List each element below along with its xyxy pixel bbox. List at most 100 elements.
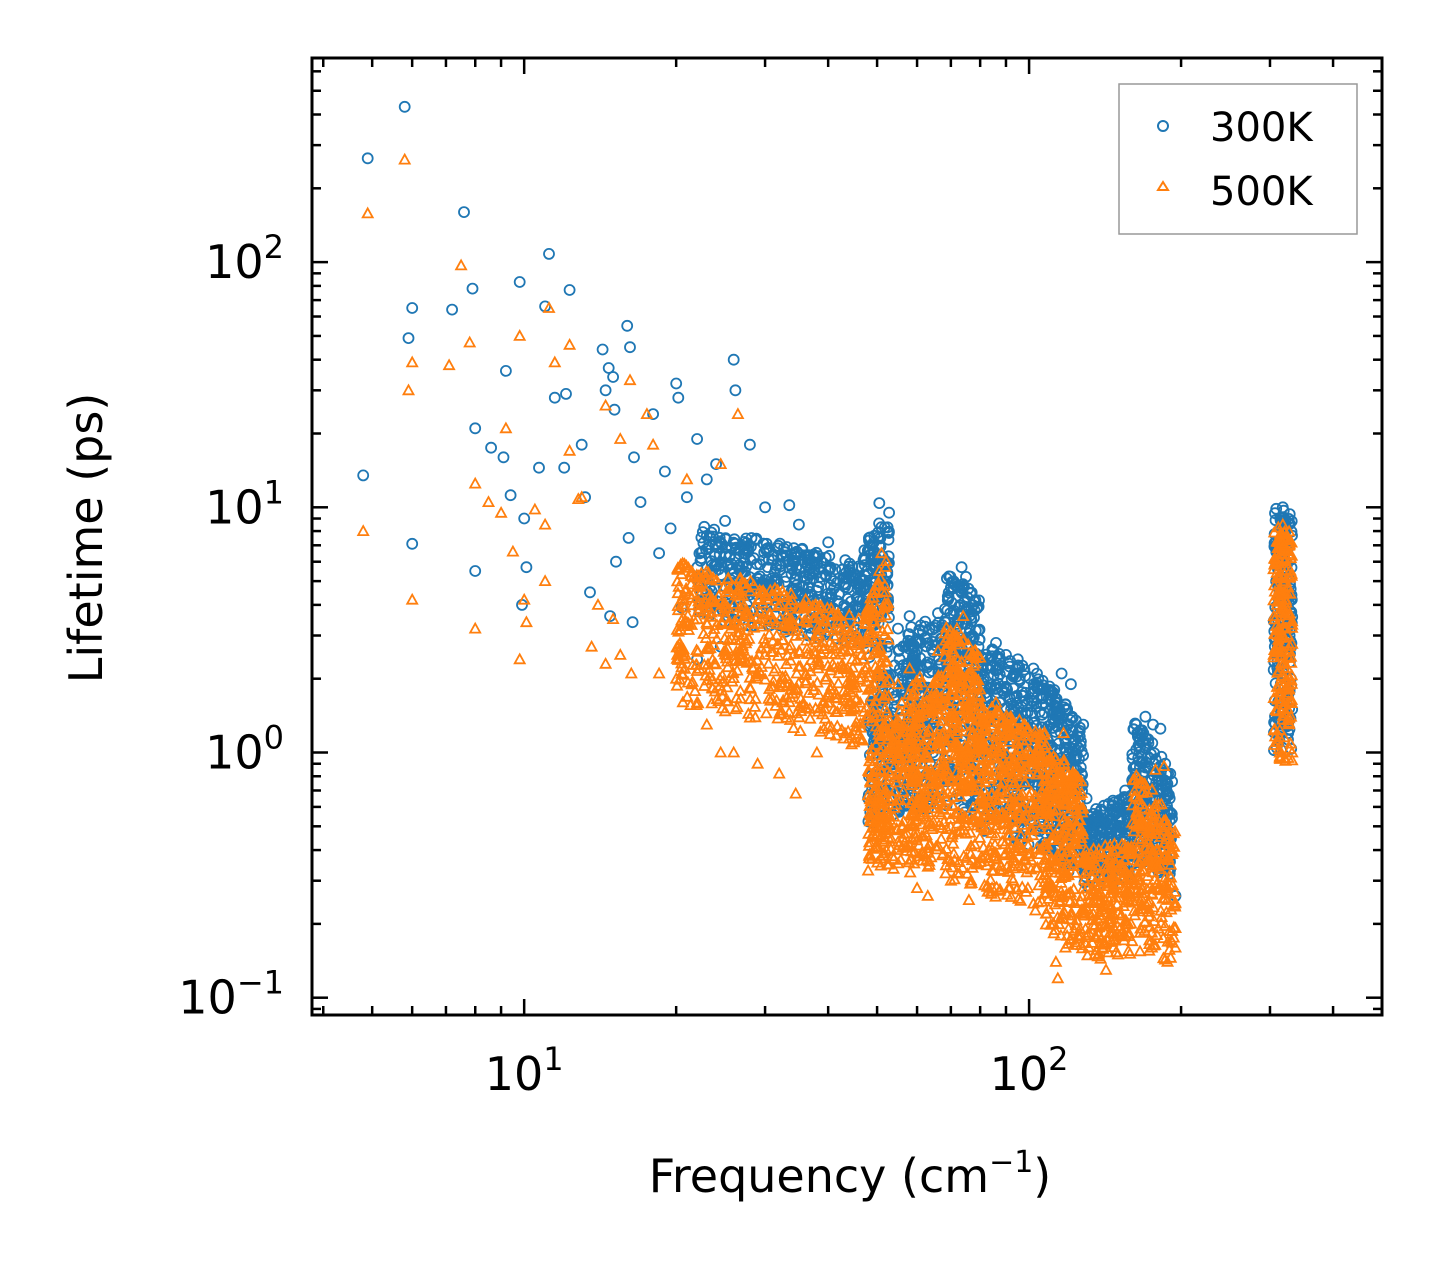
point-500k [874, 675, 888, 688]
point-500k [804, 653, 818, 665]
point-500k [882, 689, 896, 701]
point-500k [725, 674, 739, 687]
point-500k [814, 599, 828, 611]
point-300k [903, 610, 916, 622]
point-500k [880, 622, 895, 635]
point-300k [361, 152, 374, 165]
point-300k [1164, 807, 1177, 819]
point-300k [861, 544, 874, 557]
point-500k [878, 596, 892, 609]
point-300k [1045, 718, 1057, 731]
point-500k [781, 599, 795, 612]
point-300k [737, 540, 749, 552]
point-500k [866, 608, 880, 620]
point-500k [705, 696, 719, 709]
point-300k [1011, 653, 1024, 666]
point-500k [869, 586, 883, 598]
point-500k [787, 647, 801, 659]
point-300k [813, 576, 826, 589]
point-500k [804, 647, 818, 659]
point-300k [1077, 718, 1090, 731]
point-500k [771, 648, 785, 661]
point-300k [993, 648, 1006, 660]
point-300k [628, 451, 640, 464]
point-500k [750, 653, 764, 666]
point-500k [755, 619, 769, 632]
point-500k [760, 592, 774, 604]
point-300k [762, 553, 775, 566]
point-500k [842, 643, 856, 656]
point-500k [703, 641, 717, 654]
point-500k [878, 701, 892, 714]
point-500k [779, 657, 793, 669]
point-500k [697, 604, 711, 616]
point-500k [802, 686, 816, 698]
point-500k [781, 648, 795, 661]
point-300k [993, 651, 1006, 664]
point-300k [653, 547, 665, 560]
point-500k [726, 665, 740, 678]
point-500k [830, 719, 844, 732]
point-300k [986, 650, 999, 663]
point-500k [718, 596, 732, 609]
point-300k [959, 617, 972, 630]
point-300k [766, 553, 778, 566]
point-300k [914, 619, 927, 632]
point-500k [717, 644, 731, 657]
point-500k [740, 607, 754, 620]
point-300k [1059, 724, 1072, 737]
point-500k [734, 650, 748, 663]
point-500k [839, 620, 853, 632]
point-300k [575, 438, 588, 451]
point-300k [892, 622, 904, 635]
point-500k [869, 621, 883, 634]
point-500k [849, 715, 864, 728]
point-500k [762, 627, 776, 640]
point-500k [714, 615, 729, 627]
point-500k [693, 580, 708, 592]
point-300k [947, 575, 960, 588]
point-300k [1007, 682, 1020, 695]
point-300k [785, 567, 798, 580]
point-300k [947, 604, 960, 617]
point-500k [771, 711, 785, 724]
point-300k [543, 247, 555, 260]
point-300k [602, 362, 615, 374]
point-300k [469, 565, 482, 577]
point-500k [691, 598, 705, 611]
point-500k [690, 612, 704, 625]
point-500k [707, 657, 721, 669]
point-500k [792, 710, 806, 723]
point-300k [1163, 792, 1176, 805]
point-500k [866, 626, 880, 639]
point-500k [839, 699, 853, 712]
point-300k [789, 554, 802, 567]
point-500k [857, 612, 871, 625]
point-500k [800, 641, 814, 654]
point-500k [803, 711, 817, 724]
point-500k [870, 665, 884, 678]
point-300k [710, 559, 723, 572]
point-500k [676, 597, 690, 610]
point-500k [826, 623, 840, 636]
point-300k [747, 552, 760, 565]
point-300k [971, 601, 984, 614]
point-300k [822, 536, 835, 549]
point-500k [842, 682, 856, 695]
point-300k [846, 570, 859, 583]
point-500k [863, 681, 878, 694]
point-500k [712, 589, 726, 601]
point-300k [908, 655, 920, 668]
point-300k [929, 622, 941, 634]
point-500k [861, 647, 875, 660]
point-500k [780, 690, 794, 703]
point-300k [802, 551, 815, 564]
point-500k [752, 647, 766, 660]
point-500k [828, 641, 843, 654]
point-500k [697, 679, 711, 691]
point-500k [727, 597, 741, 609]
point-300k [672, 391, 685, 404]
point-300k [402, 332, 415, 345]
point-300k [809, 550, 822, 563]
point-300k [875, 521, 888, 534]
